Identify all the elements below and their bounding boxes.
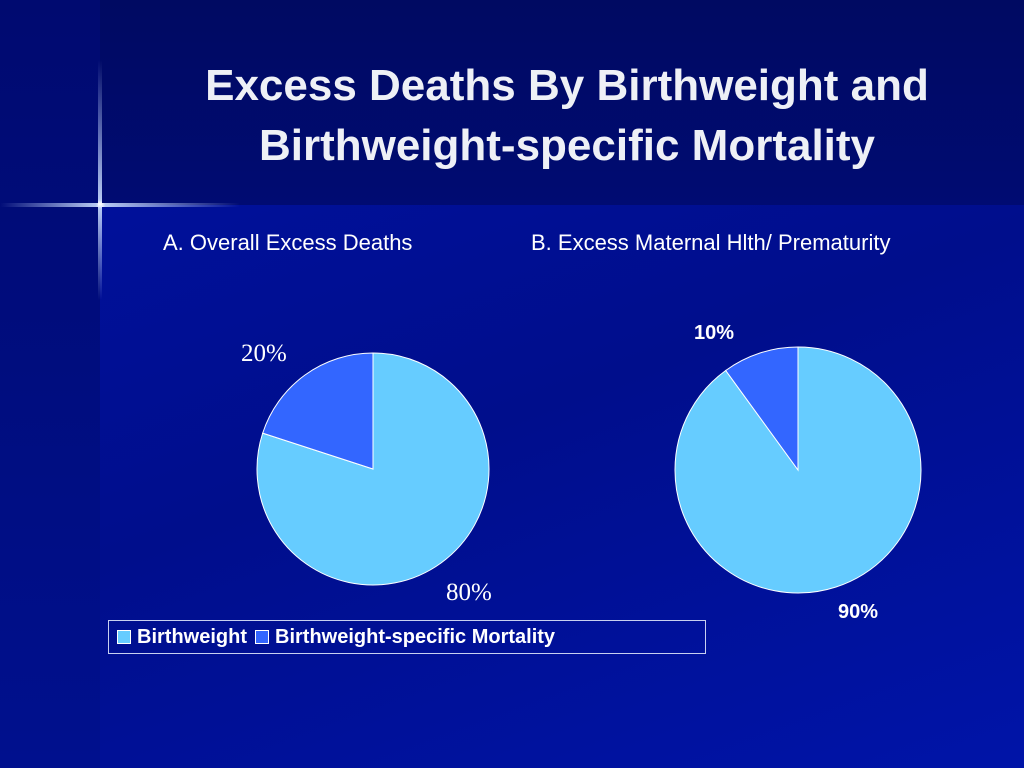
- pie-a-label-birthweight-specific-mortality: 20%: [241, 340, 287, 367]
- legend-item-birthweight: Birthweight: [117, 626, 247, 649]
- pie-a-slice-birthweight-specific-mortality: [262, 352, 374, 470]
- slide-title-line2: Birthweight-specific Mortality: [258, 121, 876, 170]
- legend-label-birthweight-specific-mortality: Birthweight-specific Mortality: [275, 625, 556, 648]
- chart-a-title: A. Overall Excess Deaths: [163, 230, 413, 255]
- pie-b-label-birthweight: 90%: [838, 601, 878, 623]
- legend-swatch-birthweight: [117, 630, 131, 644]
- pie-b-label-birthweight-specific-mortality: 10%: [694, 322, 734, 344]
- pie-chart-a: 80% 20%: [241, 340, 492, 606]
- light-flare-vertical: [98, 60, 102, 300]
- pie-a-label-birthweight: 80%: [446, 579, 492, 606]
- slide-title-line1: Excess Deaths By Birthweight and: [205, 61, 929, 110]
- legend-swatch-birthweight-specific-mortality: [255, 630, 269, 644]
- background-left-band: [0, 0, 100, 768]
- pie-b-slice-birthweight-specific-mortality: [725, 346, 799, 472]
- pie-chart-b: 90% 10%: [674, 322, 922, 623]
- legend-label-birthweight: Birthweight: [137, 625, 247, 648]
- slide-title: Excess Deaths By Birthweight and Birthwe…: [110, 56, 1024, 176]
- light-flare-horizontal: [0, 203, 240, 207]
- pie-a-slice-birthweight: [256, 352, 490, 586]
- chart-b-title: B. Excess Maternal Hlth/ Prematurity: [531, 230, 891, 255]
- background-title-band: [100, 0, 1024, 205]
- chart-legend: Birthweight Birthweight-specific Mortali…: [108, 620, 706, 654]
- legend-item-birthweight-specific-mortality: Birthweight-specific Mortality: [255, 626, 555, 649]
